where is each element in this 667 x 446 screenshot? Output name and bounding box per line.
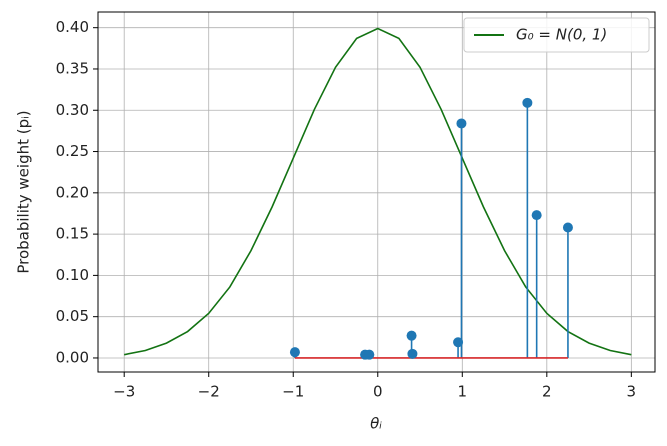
- y-tick-label: 0.30: [56, 101, 89, 119]
- curve: [124, 27, 632, 356]
- stem-marker: [522, 97, 533, 108]
- stem-marker: [364, 349, 375, 360]
- x-tick-label: −1: [282, 383, 304, 401]
- stem-marker: [453, 337, 464, 348]
- stem-marker: [531, 210, 542, 221]
- x-tick-label: 0: [373, 383, 383, 401]
- y-axis-label: Probability weight (pᵢ): [15, 110, 33, 273]
- y-tick-label: 0.20: [56, 183, 89, 201]
- x-tick-label: −3: [113, 383, 135, 401]
- x-tick-label: 3: [627, 383, 637, 401]
- y-tick-label: 0.15: [56, 225, 89, 243]
- x-tick-label: 1: [458, 383, 468, 401]
- y-tick-label: 0.40: [56, 18, 89, 36]
- plot-frame: [97, 11, 656, 373]
- x-tick-label: −2: [198, 383, 220, 401]
- legend-label: G₀ = N(0, 1): [516, 26, 607, 44]
- y-tick-label: 0.35: [56, 59, 89, 77]
- stem-marker: [289, 347, 300, 358]
- stem-marker: [456, 118, 467, 129]
- y-tick-label: 0.10: [56, 266, 89, 284]
- y-tick-label: 0.00: [56, 348, 89, 366]
- legend-box: [463, 17, 650, 53]
- stem-marker: [562, 222, 573, 233]
- y-tick-label: 0.25: [56, 142, 89, 160]
- stem-marker: [407, 348, 418, 359]
- stem-marker: [406, 330, 417, 341]
- y-tick-label: 0.05: [56, 307, 89, 325]
- x-tick-label: 2: [542, 383, 552, 401]
- x-axis-label: θᵢ: [370, 415, 382, 433]
